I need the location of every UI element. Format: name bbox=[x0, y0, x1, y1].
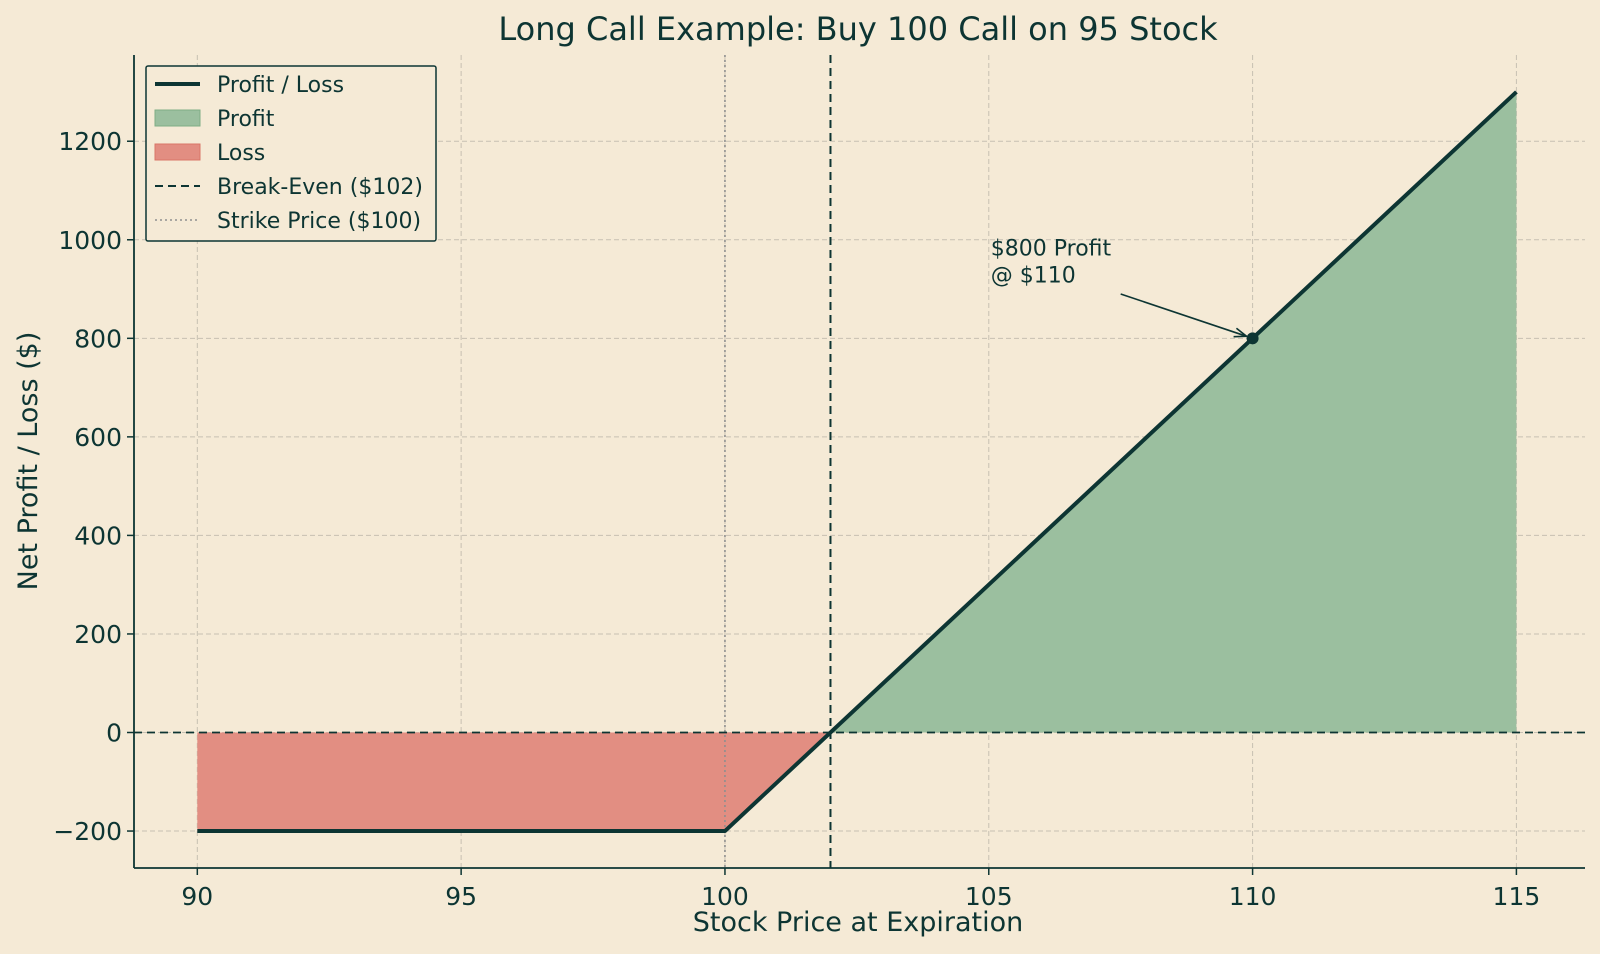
x-tick-label: 90 bbox=[181, 882, 213, 911]
x-tick-label: 100 bbox=[701, 882, 749, 911]
x-tick-label: 110 bbox=[1229, 882, 1277, 911]
legend-frame bbox=[145, 65, 437, 242]
legend-swatch-profit bbox=[154, 109, 201, 127]
plot-area: 90 95 100 105 110 115 −200 0 200 400 600 800 1000 120… bbox=[53, 55, 1585, 911]
annotation-text: $800 Profit bbox=[991, 236, 1112, 261]
legend: Profit / Loss Profit Loss Break-Even ($102)… bbox=[145, 65, 437, 242]
x-tick-label: 95 bbox=[445, 882, 477, 911]
y-tick-label: 800 bbox=[74, 324, 122, 353]
legend-label: Break-Even ($102) bbox=[217, 175, 423, 200]
y-tick-label: 1000 bbox=[58, 226, 122, 255]
legend-label: Strike Price ($100) bbox=[217, 209, 421, 234]
annotation-arrow bbox=[1120, 293, 1247, 338]
y-axis-title: Net Profit / Loss ($) bbox=[13, 332, 44, 591]
legend-label: Profit bbox=[217, 107, 275, 132]
chart-title: Long Call Example: Buy 100 Call on 95 St… bbox=[498, 10, 1218, 48]
loss-fill bbox=[197, 732, 831, 832]
y-tick-label: 0 bbox=[106, 719, 122, 748]
annotation-arrowhead bbox=[1233, 327, 1249, 338]
x-axis-title: Stock Price at Expiration bbox=[693, 907, 1024, 938]
legend-label: Profit / Loss bbox=[217, 73, 344, 98]
annotation-text: @ $110 bbox=[991, 263, 1076, 288]
y-tick-label: 200 bbox=[74, 620, 122, 649]
annotation-point bbox=[1246, 332, 1259, 345]
y-tick-label: −200 bbox=[53, 817, 122, 846]
x-tick-label: 115 bbox=[1493, 882, 1541, 911]
y-tick-label: 600 bbox=[74, 423, 122, 452]
y-tick-label: 400 bbox=[74, 521, 122, 550]
legend-swatch-loss bbox=[154, 143, 201, 161]
x-tick-label: 105 bbox=[965, 882, 1013, 911]
legend-label: Loss bbox=[217, 141, 265, 166]
y-tick-label: 1200 bbox=[58, 127, 122, 156]
